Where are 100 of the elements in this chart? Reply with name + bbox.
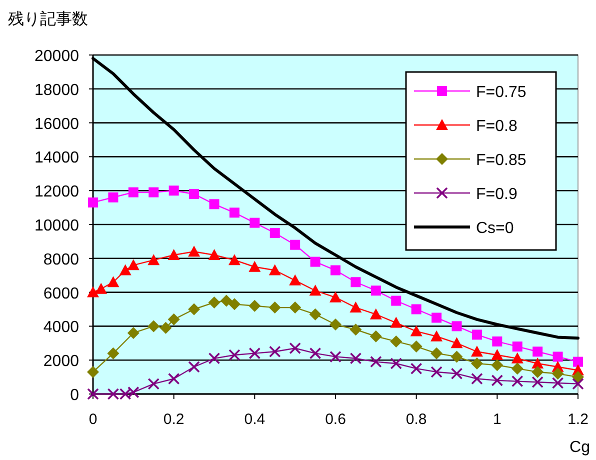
- point: [250, 218, 260, 228]
- point: [470, 357, 483, 370]
- y-tick-label: 2000: [43, 353, 80, 370]
- y-tick-label: 8000: [43, 251, 80, 268]
- x-tick-label: 0.2: [163, 411, 184, 428]
- point: [289, 342, 301, 354]
- point: [188, 246, 200, 257]
- point: [390, 335, 402, 348]
- point: [370, 308, 382, 320]
- point: [119, 264, 132, 276]
- point: [248, 347, 261, 360]
- point: [107, 347, 120, 360]
- point: [208, 296, 220, 308]
- point: [410, 362, 422, 374]
- point: [391, 296, 402, 306]
- point: [532, 376, 544, 388]
- point: [119, 388, 132, 400]
- point: [148, 254, 160, 266]
- point: [189, 188, 200, 199]
- point: [87, 286, 99, 298]
- point: [95, 282, 108, 294]
- x-tick-label: 0.8: [406, 411, 427, 428]
- point: [107, 388, 120, 400]
- point: [268, 302, 281, 314]
- y-tick-label: 12000: [34, 184, 80, 201]
- point: [390, 358, 402, 370]
- y-axis-title: 残り記事数: [8, 10, 88, 28]
- point: [492, 336, 502, 346]
- y-tick-label: 0: [70, 387, 80, 404]
- point: [410, 325, 422, 336]
- point: [452, 321, 462, 332]
- point: [370, 286, 381, 296]
- point: [472, 330, 482, 340]
- point: [573, 356, 583, 367]
- point: [148, 320, 160, 332]
- point: [370, 356, 382, 368]
- point: [208, 352, 220, 364]
- point: [220, 294, 232, 307]
- point: [228, 349, 240, 361]
- y-tick-label: 6000: [43, 285, 80, 302]
- point: [168, 372, 180, 385]
- point: [450, 350, 463, 363]
- point: [350, 277, 361, 288]
- point: [270, 228, 280, 238]
- point: [411, 304, 422, 314]
- x-tick-label: 0: [88, 411, 98, 428]
- point: [552, 368, 564, 380]
- point: [511, 362, 524, 375]
- point: [511, 375, 524, 388]
- point: [552, 377, 564, 389]
- point: [188, 303, 200, 316]
- point: [160, 322, 172, 334]
- point: [309, 347, 322, 360]
- point: [310, 256, 320, 267]
- point: [107, 276, 120, 288]
- point: [309, 308, 322, 320]
- point: [208, 249, 220, 260]
- point: [209, 199, 220, 210]
- point: [127, 326, 140, 339]
- point: [532, 366, 544, 378]
- point: [87, 366, 99, 378]
- point: [148, 187, 159, 198]
- x-axis-title: Cg: [570, 439, 590, 456]
- legend-label: F=0.9: [476, 186, 518, 203]
- y-tick-label: 4000: [43, 319, 80, 336]
- x-tick-label: 1: [492, 411, 502, 428]
- point: [228, 254, 240, 266]
- legend-label: F=0.8: [476, 118, 518, 135]
- legend-label: Cs=0: [476, 220, 514, 237]
- y-tick-label: 20000: [34, 48, 80, 65]
- point: [248, 260, 261, 272]
- point: [390, 316, 402, 328]
- point: [148, 378, 160, 390]
- point: [491, 374, 504, 386]
- point: [268, 264, 281, 276]
- point: [309, 284, 322, 296]
- point: [127, 259, 140, 270]
- point: [248, 300, 261, 312]
- point: [532, 346, 543, 357]
- point: [491, 349, 504, 360]
- point: [88, 197, 98, 208]
- point: [430, 330, 443, 342]
- point: [289, 274, 302, 286]
- point: [330, 265, 340, 276]
- point: [450, 368, 463, 380]
- point: [87, 388, 99, 400]
- point: [511, 352, 524, 364]
- y-tick-label: 14000: [34, 150, 80, 167]
- point: [450, 337, 463, 348]
- point: [128, 187, 138, 198]
- x-tick-label: 1.2: [568, 411, 588, 428]
- point: [108, 192, 118, 202]
- point: [168, 186, 179, 196]
- point: [168, 249, 180, 260]
- point: [330, 291, 342, 302]
- legend-label: F=0.75: [476, 84, 526, 101]
- point: [128, 386, 140, 398]
- point: [330, 350, 342, 363]
- point: [572, 378, 584, 390]
- point: [268, 346, 281, 358]
